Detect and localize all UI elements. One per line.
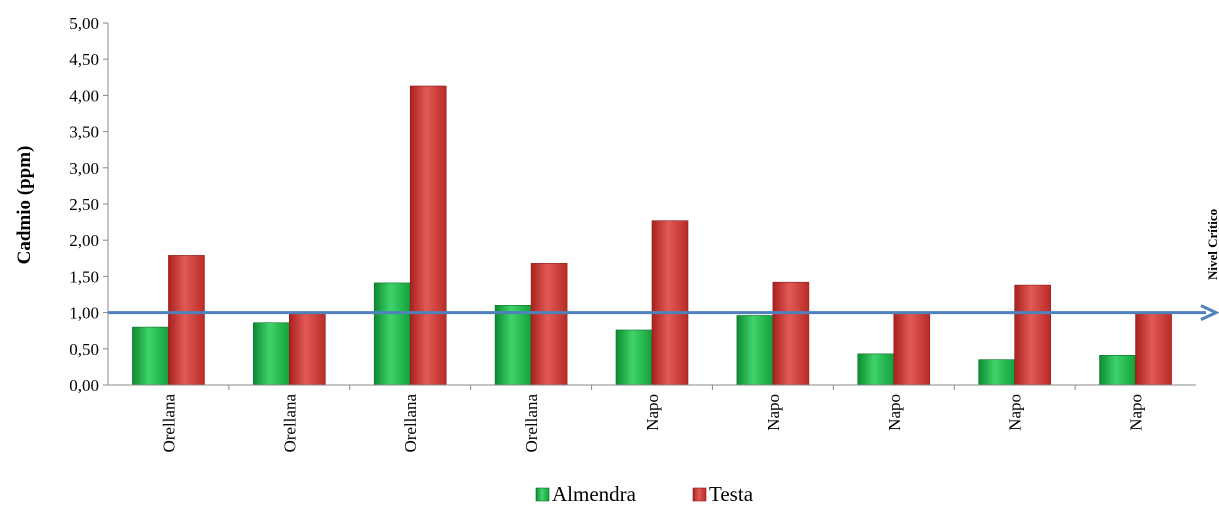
y-tick-label: 2,50 xyxy=(69,195,99,214)
bar-testa-6 xyxy=(772,281,810,386)
x-category-label: Napo xyxy=(1006,394,1025,431)
y-tick-label: 1,00 xyxy=(69,304,99,323)
y-tick-label: 3,00 xyxy=(69,159,99,178)
bar-testa-1 xyxy=(168,255,205,386)
bar-almendra-8 xyxy=(978,359,1015,386)
bar-almendra-9 xyxy=(1099,355,1136,386)
y-axis-ticks: 0,00 0,50 1,00 1,50 2,00 2,50 3,00 3,50 4,00 4,50… xyxy=(69,14,108,395)
critical-level-label: Nivel Crítico xyxy=(1205,209,1219,280)
x-category-label: Napo xyxy=(643,394,662,431)
bar-testa-7 xyxy=(893,312,931,386)
y-tick-label: 1,50 xyxy=(69,267,99,286)
y-tick-label: 0,00 xyxy=(69,376,99,395)
x-category-label: Napo xyxy=(764,394,783,431)
x-category-label: Orellana xyxy=(280,394,299,453)
bar-testa-8 xyxy=(1014,284,1051,386)
legend-swatch-testa xyxy=(692,487,707,502)
y-tick-label: 2,00 xyxy=(69,231,99,250)
legend-swatch-almendra xyxy=(535,487,550,502)
bar-almendra-1 xyxy=(132,326,169,386)
y-tick-label: 5,00 xyxy=(69,14,99,33)
y-tick-label: 3,50 xyxy=(69,123,99,142)
legend-label-testa: Testa xyxy=(709,482,754,506)
y-tick-label: 4,00 xyxy=(69,86,99,105)
legend: Almendra Testa xyxy=(535,482,754,506)
x-axis-ticks: Orellana Orellana Orellana Orellana Napo Napo… xyxy=(159,385,1146,453)
bar-testa-2 xyxy=(289,312,326,386)
bar-almendra-5 xyxy=(615,329,653,386)
bar-almendra-4 xyxy=(494,305,532,386)
legend-label-almendra: Almendra xyxy=(552,482,637,506)
bar-testa-3 xyxy=(409,85,447,386)
x-category-label: Napo xyxy=(1127,394,1146,431)
y-tick-label: 0,50 xyxy=(69,340,99,359)
bar-testa-5 xyxy=(651,220,689,386)
y-axis-label: Cadmio (ppm) xyxy=(14,146,35,265)
x-category-label: Orellana xyxy=(522,394,541,453)
x-category-label: Orellana xyxy=(401,394,420,453)
bars-group xyxy=(132,85,1172,386)
critical-level xyxy=(108,304,1219,321)
bar-almendra-3 xyxy=(373,282,411,386)
bar-almendra-7 xyxy=(857,353,895,386)
bar-almendra-2 xyxy=(253,322,290,386)
y-tick-label: 4,50 xyxy=(69,50,99,69)
bar-testa-4 xyxy=(530,263,568,386)
bar-testa-9 xyxy=(1135,312,1172,386)
x-category-label: Orellana xyxy=(159,394,178,453)
bar-almendra-6 xyxy=(736,315,774,386)
critical-level-arrowhead xyxy=(1200,304,1219,321)
x-category-label: Napo xyxy=(885,394,904,431)
